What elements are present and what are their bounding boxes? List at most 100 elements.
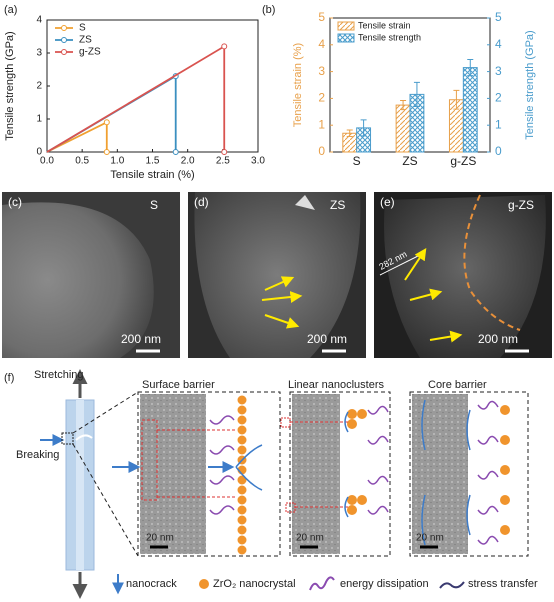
dissipation-line — [367, 405, 389, 415]
point-marker — [172, 149, 179, 155]
charts: (a) 0.0 0.5 1.0 1.5 2.0 2.5 3.0 0 1 2 3 4 Tensile str… — [4, 4, 536, 181]
dissipation-line — [209, 475, 235, 485]
scale-label: 200 nm — [478, 332, 518, 346]
legend-marker — [61, 49, 67, 55]
point-marker — [103, 119, 110, 126]
legend-label: energy dissipation — [340, 578, 429, 590]
panel-label: (e) — [380, 195, 395, 209]
bar — [395, 104, 411, 153]
sem-e: (e) g-ZS 282 nm 200 nm — [374, 192, 552, 358]
stretching-label: Stretching — [34, 369, 84, 381]
panel-label: (d) — [194, 195, 209, 209]
nanocrystal — [237, 425, 247, 435]
nanocrystal — [237, 405, 247, 415]
nanocrystal — [500, 405, 510, 415]
box-title: Surface barrier — [142, 379, 215, 391]
dissipation-line — [477, 435, 499, 445]
y-axis-label: Tensile strength (GPa) — [4, 31, 16, 140]
y2-tick-label: 1 — [495, 117, 502, 131]
error-bar — [453, 89, 460, 110]
scale-label: 200 nm — [121, 332, 161, 346]
legend-marker — [61, 25, 67, 31]
legend-label: Tensile strength — [358, 32, 421, 42]
nanocrystal — [237, 415, 247, 425]
y-tick-label: 0 — [318, 144, 325, 158]
legend-swatch — [337, 33, 355, 43]
dissipation-line — [367, 475, 389, 485]
bar — [462, 67, 478, 153]
error-bar — [346, 129, 353, 137]
legend-label: stress transfer — [468, 578, 538, 590]
panel-label: (b) — [262, 4, 275, 16]
dissipation-line — [209, 445, 235, 455]
nanocrystal — [357, 495, 367, 505]
error-bar — [467, 59, 474, 77]
error-bar — [360, 119, 367, 137]
sample-label: ZS — [330, 198, 345, 212]
nanocrystal — [500, 435, 510, 445]
dissipation-line — [477, 535, 499, 545]
dissipation-line — [367, 435, 389, 445]
legend-label: S — [79, 23, 86, 34]
y-tick-label: 0 — [36, 147, 42, 158]
y-tick-label: 1 — [318, 117, 325, 131]
y-axis-label: Tensile strain (%) — [292, 43, 304, 127]
nanocrystal — [237, 505, 247, 515]
legend-label: ZS — [79, 35, 92, 46]
legend-label: ZrO₂ nanocrystal — [213, 578, 296, 590]
dissipation-line — [477, 505, 499, 515]
nanocrystal — [237, 475, 247, 485]
sem-c: (c) S 200 nm — [2, 192, 180, 358]
nanocrystal — [237, 545, 247, 555]
nanocrystal — [237, 515, 247, 525]
box-title: Core barrier — [428, 379, 487, 391]
x-tick-label: ZS — [402, 154, 417, 168]
point-marker — [221, 149, 228, 155]
x-tick-label: 1.5 — [146, 156, 160, 167]
point-marker — [221, 43, 228, 50]
legend-label: g-ZS — [79, 47, 101, 58]
y2-tick-label: 4 — [495, 37, 502, 51]
error-bar — [400, 100, 407, 111]
nanocrystal — [347, 419, 357, 429]
panel-label: (a) — [4, 4, 17, 16]
dissipation-line — [209, 415, 235, 425]
nanocrystal — [237, 445, 247, 455]
schematic: (f) Stretching Breaking Surface barrier … — [4, 369, 538, 599]
dissipation-line — [477, 400, 499, 410]
scale-label: 20 nm — [296, 533, 324, 544]
y2-tick-label: 3 — [495, 64, 502, 78]
legend-label: nanocrack — [126, 578, 177, 590]
nanocrystal — [237, 525, 247, 535]
breaking-label: Breaking — [16, 449, 59, 461]
y-tick-label: 3 — [36, 48, 42, 59]
x-tick-label: S — [353, 154, 361, 168]
sample-label: S — [150, 198, 158, 212]
legend-label: Tensile strain — [358, 20, 411, 30]
panel-label: (f) — [4, 372, 14, 384]
nanocrystal — [500, 495, 510, 505]
y-tick-label: 4 — [318, 37, 325, 51]
x-tick-label: 2.5 — [216, 156, 230, 167]
y2-tick-label: 2 — [495, 91, 502, 105]
nanocrystal — [500, 465, 510, 475]
scale-label: 20 nm — [146, 533, 174, 544]
nanocrystal — [500, 525, 510, 535]
y2-tick-label: 0 — [495, 144, 502, 158]
y-tick-label: 3 — [318, 64, 325, 78]
series-line — [46, 44, 226, 153]
y2-axis-label: Tensile strength (GPa) — [524, 30, 536, 139]
nanocrystal — [357, 409, 367, 419]
x-tick-label: 0.5 — [75, 156, 89, 167]
legend-swatch — [337, 21, 355, 31]
y-tick-label: 5 — [318, 10, 325, 24]
nanocrystal — [347, 409, 357, 419]
sem-d: (d) ZS 200 nm — [188, 192, 366, 358]
panel-label: (c) — [8, 195, 22, 209]
x-axis-label: Tensile strain (%) — [110, 169, 194, 181]
error-bar — [413, 81, 420, 107]
nanocrystal — [237, 395, 247, 405]
box-title: Linear nanoclusters — [288, 379, 385, 391]
nanocrystal — [237, 535, 247, 545]
